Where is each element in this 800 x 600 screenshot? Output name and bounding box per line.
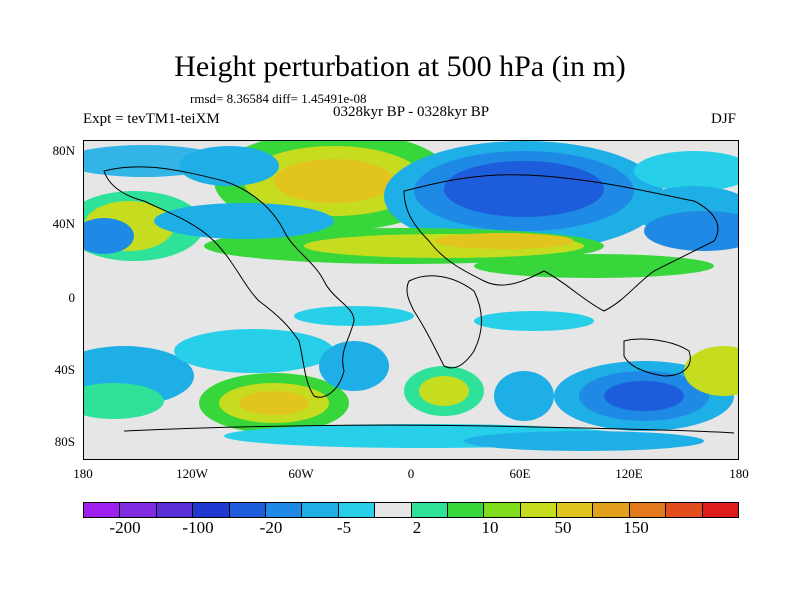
colorbar-swatch [84, 503, 121, 517]
stats-text: rmsd= 8.36584 diff= 1.45491e-08 [190, 91, 367, 106]
colorbar-swatch [229, 503, 266, 517]
colorbar [83, 502, 739, 518]
map-plot-area [83, 140, 739, 460]
contour-region [494, 371, 554, 421]
colorbar-swatch [593, 503, 630, 517]
season-label: DJF [711, 111, 737, 127]
lon-label-180e: 180 [729, 466, 749, 481]
contour-region [294, 306, 414, 326]
contour-region [474, 254, 714, 278]
contour-region [434, 233, 574, 249]
contour-region [444, 161, 604, 217]
contour-region [174, 329, 334, 373]
colorbar-swatch [375, 503, 412, 517]
contour-region [419, 376, 469, 406]
lat-label-80s: 80S [54, 434, 75, 449]
colorbar-label: -100 [182, 518, 214, 537]
colorbar-label: 150 [623, 518, 649, 537]
colorbar-swatch [302, 503, 339, 517]
lon-label-120w: 120W [176, 466, 208, 481]
contour-region [84, 383, 164, 419]
contour-region [274, 159, 394, 203]
colorbar-label: 10 [481, 518, 499, 537]
contour-region [84, 218, 134, 254]
contour-map [84, 141, 738, 451]
lon-label-0: 0 [407, 466, 415, 481]
lat-label-0: 0 [68, 290, 76, 305]
colorbar-swatch [265, 503, 303, 517]
coastlines [103, 166, 735, 434]
contour-region [634, 151, 738, 191]
contour-region [684, 346, 738, 396]
colorbar-label: -200 [109, 518, 141, 537]
contour-region [179, 146, 279, 186]
colorbar-swatch [666, 503, 703, 517]
colorbar-label: 50 [554, 518, 572, 537]
colorbar-swatch [338, 503, 376, 517]
lat-label-40n: 40N [52, 216, 75, 231]
lat-label-40s: 40S [54, 362, 75, 377]
contour-region [464, 431, 704, 451]
colorbar-label: -20 [259, 518, 283, 537]
colorbar-swatch [629, 503, 667, 517]
lon-label-180w: 180 [73, 466, 93, 481]
colorbar-swatch [193, 503, 230, 517]
lon-label-60w: 60W [288, 466, 314, 481]
colorbar-swatch [411, 503, 448, 517]
map-title: Height perturbation at 500 hPa (in m) [174, 50, 626, 83]
colorbar-swatch [520, 503, 558, 517]
colorbar-swatch [447, 503, 485, 517]
lat-label-80n: 80N [52, 143, 75, 158]
period-label: 0328kyr BP - 0328kyr BP [332, 104, 490, 120]
lon-label-60e: 60E [509, 466, 531, 481]
contour-region [474, 311, 594, 331]
colorbar-swatch [156, 503, 194, 517]
colorbar-swatch [702, 503, 739, 517]
colorbar-swatch [557, 503, 594, 517]
colorbar-swatch [484, 503, 521, 517]
colorbar-swatch [120, 503, 157, 517]
lon-label-120e: 120E [615, 466, 643, 481]
colorbar-label: 2 [412, 518, 422, 537]
contour-region [319, 341, 389, 391]
experiment-label: Expt = tevTM1-teiXM [83, 111, 220, 127]
contour-region [604, 381, 684, 411]
colorbar-label: -5 [336, 518, 352, 537]
contour-region [154, 203, 334, 239]
contour-region [239, 391, 309, 415]
